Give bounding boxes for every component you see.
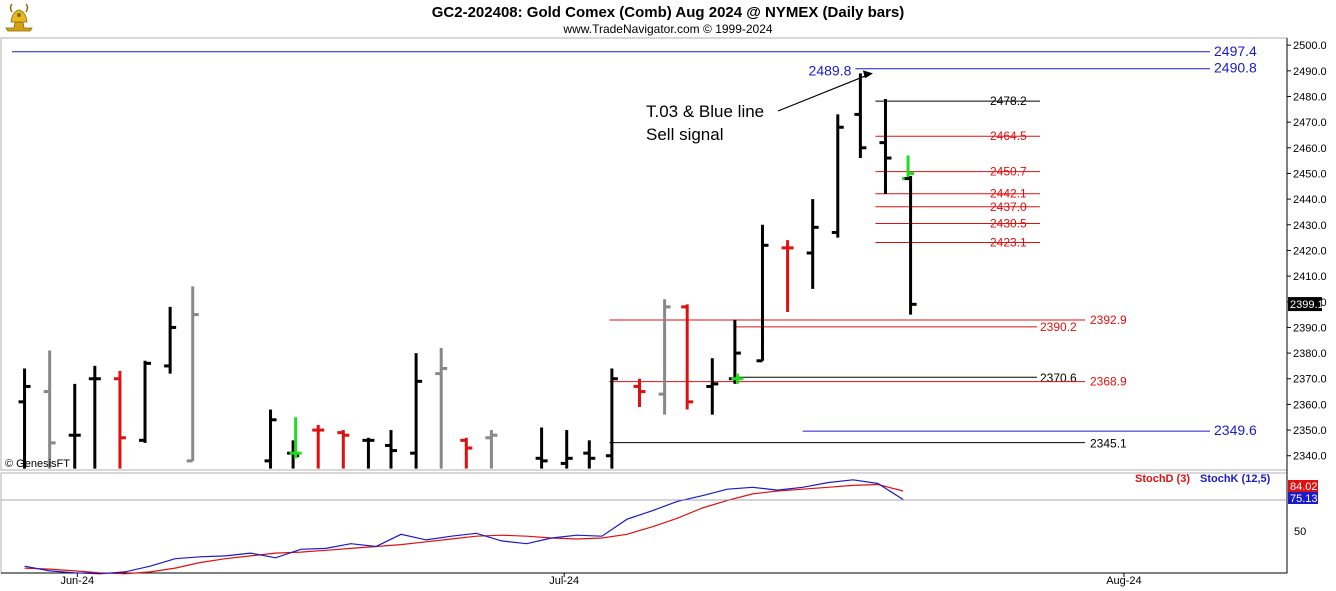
ohlc-bar [460,437,473,469]
price-tick-label: 2490.0 [1293,66,1327,78]
ohlc-bar [435,347,448,469]
ohlc-bar [164,306,177,374]
gold-bull-icon [5,3,33,32]
ohlc-bar [879,99,892,194]
ohlc-bar [658,299,671,415]
last-price-badge: 2399.1 [1288,297,1324,312]
price-tick-label: 2470.0 [1293,117,1327,129]
price-tick-label: 2460.0 [1293,143,1327,155]
ohlc-bar [289,417,302,459]
watermark: © GenesisFT [5,458,70,470]
stochastic-lines [24,479,904,575]
stochd-last-value: 84.02 [1290,481,1318,493]
price-tick-label: 2430.0 [1293,220,1327,232]
stochk-last-badge: 75.13 [1288,492,1318,505]
ohlc-bar [485,430,498,469]
price-tick-label: 2340.0 [1293,451,1327,463]
level-label: 2368.9 [1090,375,1127,389]
ohlc-bar [605,368,618,469]
legend-stochk: StochK (12,5) [1200,473,1271,485]
ohlc-bar [43,350,56,469]
level-label: 2349.6 [1214,422,1257,438]
level-label: 2392.9 [1090,313,1127,327]
time-tick-label: Aug-24 [1106,575,1141,587]
ohlc-bar [781,240,794,313]
time-axis-labels: Jun-24 Jul-24 Aug-24 [60,573,1142,587]
ohlc-bar [706,358,719,415]
ohlc-bar [560,430,573,469]
ohlc-bar [337,430,350,469]
ohlc-bar [68,383,81,469]
stochd-line [24,483,904,575]
ohlc-bar [731,373,744,384]
price-tick-label: 2360.0 [1293,399,1327,411]
price-tick-label: 2500.0 [1293,40,1327,52]
stochastic-panel [0,472,1288,574]
ohlc-bar [535,427,548,469]
stochd-last-badge: 84.02 [1288,480,1318,493]
ohlc-bar [113,371,126,469]
level-label: 2370.6 [1040,371,1077,385]
last-price-value: 2399.1 [1290,299,1324,311]
ohlc-bar [633,378,646,407]
stochk-line [24,479,904,575]
annotation-line-2: Sell signal [646,125,724,144]
price-tick-label: 2390.0 [1293,322,1327,334]
ohlc-bar [681,304,694,410]
level-label: 2390.2 [1040,320,1077,334]
ohlc-bar [88,365,101,469]
stoch-tick-50: 50 [1294,526,1306,538]
ohlc-bar [806,199,819,289]
level-label: 2478.2 [990,94,1027,108]
level-label: 2450.7 [990,165,1027,179]
price-tick-label: 2350.0 [1293,425,1327,437]
price-tick-label: 2410.0 [1293,271,1327,283]
chart-subtitle: www.TradeNavigator.com © 1999-2024 [562,22,772,36]
ohlc-bar [854,73,867,159]
ohlc-bar [904,176,917,315]
level-label: 2490.8 [1214,60,1257,76]
level-label: 2442.1 [990,187,1027,201]
price-tick-label: 2440.0 [1293,194,1327,206]
price-tick-label: 2380.0 [1293,348,1327,360]
level-label: 2345.1 [1090,437,1127,451]
ohlc-bar [312,424,325,469]
time-tick-label: Jul-24 [549,575,579,587]
price-tick-label: 2480.0 [1293,91,1327,103]
price-tick-label: 2370.0 [1293,374,1327,386]
ohlc-bar [18,368,31,469]
price-axis-ticks: 2500.0 2490.0 2480.0 2470.0 2460.0 2450.0 2440… [1287,40,1327,463]
annotation-arrow-head [862,70,873,79]
price-tick-label: 2450.0 [1293,168,1327,180]
chart-title: GC2-202408: Gold Comex (Comb) Aug 2024 @… [432,4,905,21]
level-label: 2430.5 [990,216,1027,230]
price-panel [0,37,1288,471]
price-tick-label: 2420.0 [1293,245,1327,257]
annotation-arrow-line [777,74,868,112]
ohlc-bar [362,437,375,469]
stochk-last-value: 75.13 [1290,493,1318,505]
ohlc-bar [385,430,398,469]
level-label: 2497.4 [1214,43,1257,59]
level-label: 2437.0 [990,200,1027,214]
ohlc-bar [756,224,769,363]
time-tick-label: Jun-24 [60,575,94,587]
ohlc-bar [264,409,277,469]
level-label: 2489.8 [809,62,852,78]
level-label: 2464.5 [990,129,1027,143]
ohlc-bar [186,286,199,463]
annotation-line-1: T.03 & Blue line [646,102,764,121]
ohlc-bars [18,73,917,469]
header-band [0,0,1336,40]
ohlc-bar [139,360,152,443]
legend-stochd: StochD (3) [1135,473,1190,485]
ohlc-bar [410,353,423,469]
ohlc-bar [831,114,844,238]
ohlc-bar [583,440,596,469]
sell-signal-annotation: T.03 & Blue line Sell signal [646,70,873,144]
level-label: 2423.1 [990,235,1027,249]
